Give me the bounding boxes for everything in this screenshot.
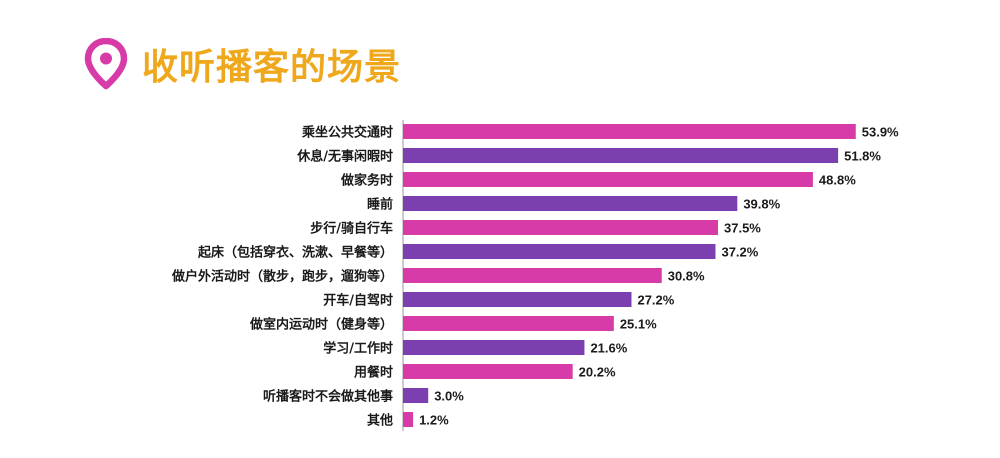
- bar: [403, 244, 716, 259]
- map-pin-icon: [84, 38, 128, 90]
- bar: [403, 220, 718, 235]
- category-label: 用餐时: [353, 365, 393, 381]
- category-label: 做家务时: [340, 173, 393, 189]
- bar: [403, 292, 632, 307]
- value-label: 53.9%: [862, 125, 899, 140]
- value-label: 21.6%: [590, 341, 627, 356]
- bar: [403, 196, 738, 211]
- category-label: 睡前: [367, 197, 393, 213]
- category-label: 乘坐公共交通时: [301, 125, 393, 141]
- value-label: 39.8%: [743, 197, 780, 212]
- value-label: 37.5%: [724, 221, 761, 236]
- bar: [403, 268, 662, 283]
- bar: [403, 148, 839, 163]
- value-label: 30.8%: [668, 269, 705, 284]
- category-label: 听播客时不会做其他事: [263, 389, 393, 405]
- category-label: 学习/工作时: [323, 341, 393, 357]
- chart-header: 收听播客的场景: [84, 38, 401, 90]
- bar: [403, 172, 813, 187]
- value-label: 25.1%: [620, 317, 657, 332]
- value-label: 48.8%: [819, 173, 856, 188]
- value-label: 20.2%: [579, 365, 616, 380]
- value-label: 27.2%: [637, 293, 674, 308]
- value-label: 51.8%: [844, 149, 881, 164]
- chart-title: 收听播客的场景: [142, 47, 402, 88]
- category-label: 做室内运动时（健身等）: [249, 317, 393, 333]
- bar: [403, 124, 856, 139]
- category-label: 休息/无事闲暇时: [296, 149, 393, 165]
- value-label: 1.2%: [419, 413, 449, 428]
- bar: [403, 388, 429, 403]
- bar: [403, 364, 573, 379]
- bar: [403, 340, 585, 355]
- bar: [403, 316, 614, 331]
- category-label: 开车/自驾时: [323, 293, 393, 309]
- value-label: 3.0%: [434, 389, 464, 404]
- value-label: 37.2%: [721, 245, 758, 260]
- category-label: 其他: [367, 413, 393, 429]
- category-label: 做户外活动时（散步，跑步，遛狗等）: [171, 269, 393, 285]
- category-label: 起床（包括穿衣、洗漱、早餐等）: [197, 245, 393, 261]
- bar: [403, 412, 414, 427]
- category-label: 步行/骑自行车: [310, 221, 393, 237]
